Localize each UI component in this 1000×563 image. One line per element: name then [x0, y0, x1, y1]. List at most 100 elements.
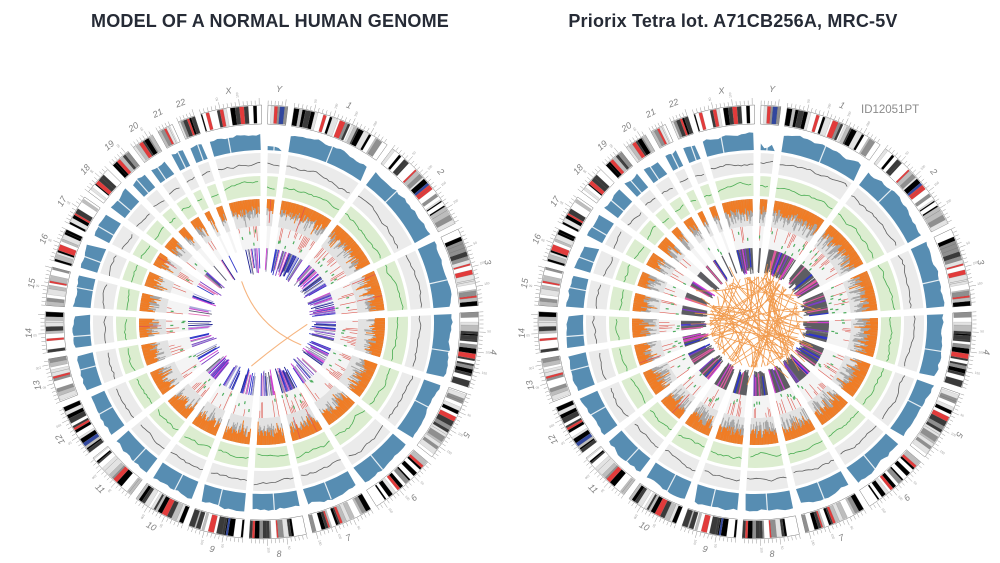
svg-text:150: 150 [446, 449, 453, 455]
svg-text:100: 100 [427, 164, 434, 171]
svg-text:20: 20 [126, 120, 141, 134]
svg-text:100: 100 [457, 431, 464, 437]
svg-text:100: 100 [827, 103, 833, 110]
sv-bars-ring [187, 248, 337, 397]
ideogram-ring [44, 104, 480, 540]
depth-histogram-ring [631, 198, 879, 446]
svg-text:50: 50 [632, 126, 637, 131]
svg-text:13: 13 [524, 379, 536, 391]
circos-plot-priorix-tetra: 5010015020050100150200501001505010015050… [516, 84, 992, 559]
svg-text:X: X [717, 85, 726, 96]
svg-text:19: 19 [595, 138, 609, 152]
svg-text:22: 22 [173, 97, 187, 110]
svg-text:50: 50 [904, 150, 909, 155]
svg-text:150: 150 [481, 371, 487, 376]
svg-text:100: 100 [199, 539, 204, 545]
svg-text:15: 15 [26, 277, 38, 290]
svg-text:50: 50 [419, 480, 424, 485]
svg-text:15: 15 [519, 277, 531, 290]
svg-text:10: 10 [145, 519, 159, 533]
svg-text:1: 1 [838, 100, 846, 111]
svg-text:5: 5 [460, 430, 472, 440]
svg-text:100: 100 [830, 533, 836, 540]
left-plot-title: MODEL OF A NORMAL HUMAN GENOME [91, 11, 449, 31]
svg-text:50: 50 [708, 97, 713, 101]
svg-text:50: 50 [473, 241, 478, 246]
svg-text:100: 100 [91, 473, 98, 480]
svg-text:8: 8 [276, 549, 282, 559]
svg-text:50: 50 [356, 525, 361, 530]
svg-text:150: 150 [440, 181, 447, 188]
svg-text:2: 2 [435, 166, 447, 177]
scale-ticks: 5010015020050100150200501001505010015050… [33, 92, 491, 553]
log-ratio-ring [92, 153, 432, 492]
svg-text:200: 200 [945, 198, 952, 204]
svg-text:100: 100 [35, 366, 41, 371]
svg-text:50: 50 [582, 169, 587, 174]
svg-text:100: 100 [235, 92, 240, 98]
svg-text:4: 4 [488, 349, 499, 355]
translocation-links [241, 281, 308, 367]
allele-ring [609, 176, 901, 468]
svg-text:50: 50 [912, 480, 917, 485]
svg-text:6: 6 [409, 492, 419, 503]
svg-text:50: 50 [89, 169, 94, 174]
svg-text:9: 9 [702, 544, 709, 555]
svg-text:50: 50 [487, 329, 491, 333]
variant-marks-ring [658, 226, 852, 419]
svg-text:150: 150 [810, 540, 815, 546]
coverage-ring [565, 131, 945, 513]
svg-text:7: 7 [837, 532, 846, 544]
svg-text:50: 50 [35, 283, 39, 288]
svg-text:50: 50 [540, 238, 545, 243]
svg-text:12: 12 [546, 433, 560, 447]
svg-text:3: 3 [975, 258, 986, 265]
svg-text:Y: Y [276, 84, 284, 94]
svg-text:100: 100 [978, 350, 984, 355]
svg-text:50: 50 [713, 544, 718, 548]
svg-text:21: 21 [150, 106, 164, 120]
svg-text:11: 11 [93, 482, 107, 496]
allele-ring [116, 176, 408, 468]
svg-text:5: 5 [953, 430, 965, 440]
svg-text:100: 100 [950, 431, 957, 437]
sv-bars-ring [680, 248, 830, 397]
svg-text:6: 6 [902, 492, 912, 503]
svg-text:150: 150 [846, 111, 852, 118]
svg-text:100: 100 [760, 547, 764, 553]
svg-text:50: 50 [67, 441, 72, 446]
svg-text:50: 50 [780, 546, 784, 550]
svg-text:100: 100 [528, 366, 534, 371]
svg-text:100: 100 [55, 423, 62, 429]
depth-histogram-ring [138, 198, 386, 446]
svg-text:50: 50 [806, 99, 811, 104]
svg-text:50: 50 [467, 413, 472, 418]
svg-text:150: 150 [387, 507, 393, 514]
svg-text:4: 4 [981, 349, 992, 355]
svg-text:22: 22 [666, 97, 680, 110]
svg-text:50: 50 [535, 385, 540, 390]
svg-text:10: 10 [638, 519, 652, 533]
svg-text:21: 21 [643, 106, 657, 120]
svg-text:100: 100 [404, 495, 411, 502]
svg-text:50: 50 [651, 523, 656, 528]
log-ratio-ring [585, 153, 925, 492]
svg-text:100: 100 [140, 513, 146, 520]
translocation-links [690, 260, 821, 386]
svg-text:17: 17 [55, 194, 69, 209]
svg-text:1: 1 [345, 100, 353, 111]
svg-text:150: 150 [484, 281, 490, 286]
svg-text:20: 20 [619, 120, 634, 134]
svg-text:50: 50 [66, 200, 71, 205]
svg-text:50: 50 [849, 525, 854, 530]
svg-text:100: 100 [337, 533, 343, 540]
svg-text:50: 50 [47, 238, 52, 243]
svg-text:16: 16 [37, 232, 50, 245]
svg-text:13: 13 [31, 379, 43, 391]
svg-text:150: 150 [353, 111, 359, 118]
svg-text:50: 50 [980, 329, 984, 333]
svg-text:50: 50 [107, 488, 112, 493]
svg-text:50: 50 [115, 143, 120, 148]
svg-text:100: 100 [267, 547, 271, 553]
